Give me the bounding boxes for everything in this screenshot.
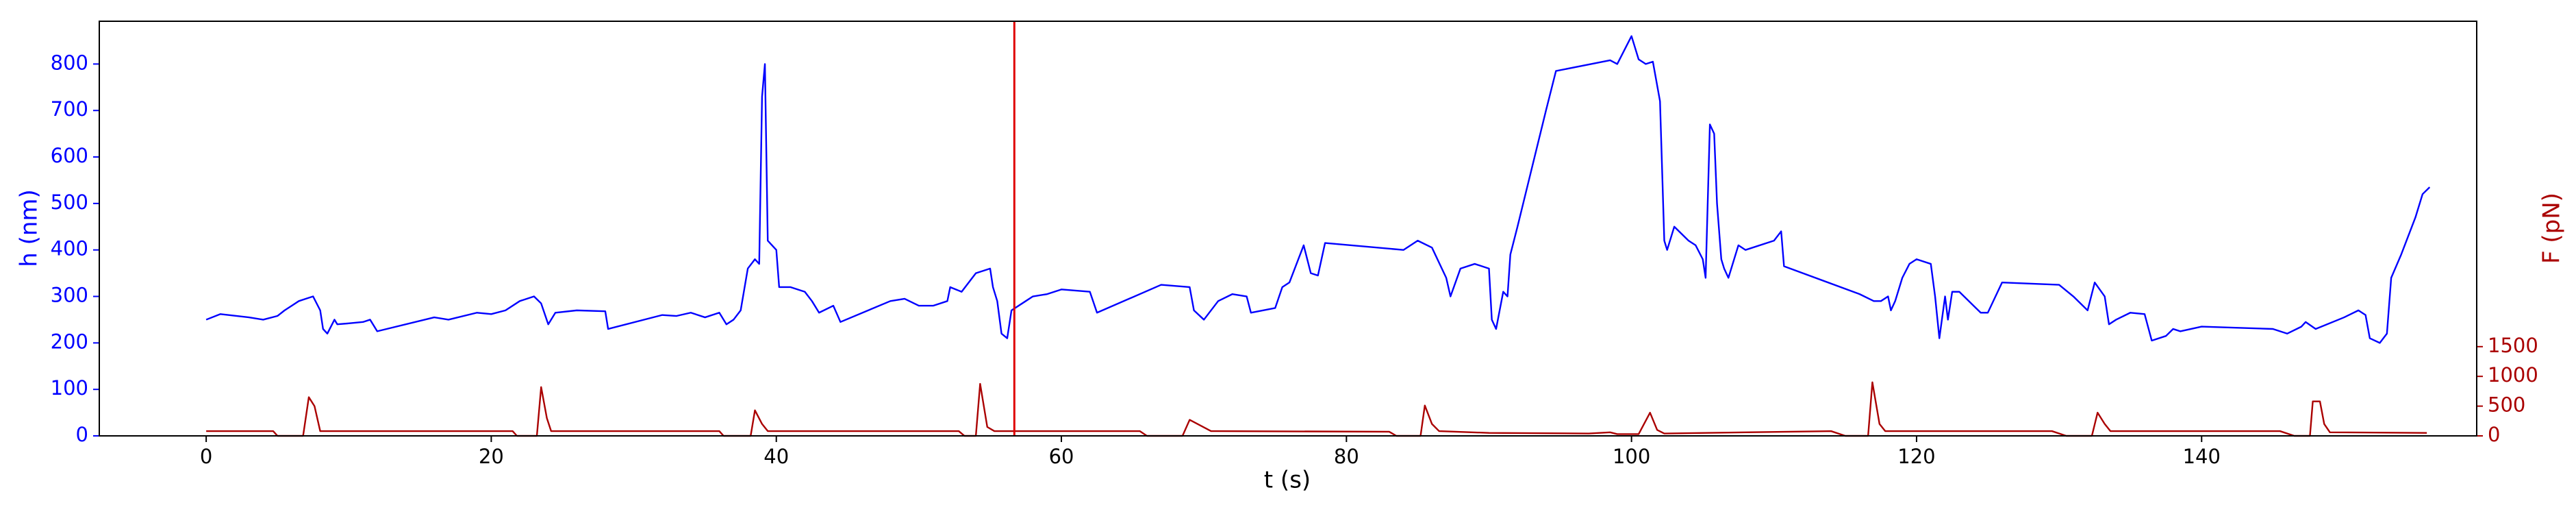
- y2-tick-label: 500: [2488, 393, 2525, 417]
- series-line: [206, 381, 2427, 437]
- x-tick-label: 120: [1897, 445, 1935, 468]
- x-axis-label: t (s): [1264, 467, 1311, 494]
- x-tick-label: 0: [200, 445, 212, 468]
- y-axis-label: h (nm): [16, 189, 43, 267]
- y-tick-label: 800: [51, 51, 88, 74]
- series-line: [205, 35, 2431, 344]
- x-tick-label: 40: [763, 445, 789, 468]
- y-tick-label: 300: [51, 284, 88, 307]
- y-tick-label: 600: [51, 144, 88, 167]
- y-tick-label: 500: [51, 191, 88, 214]
- y-tick-label: 400: [51, 237, 88, 260]
- y-tick-label: 700: [51, 97, 88, 121]
- x-tick-label: 100: [1613, 445, 1650, 468]
- plot-frame: [99, 21, 2477, 437]
- y2-tick-label: 1000: [2488, 363, 2538, 387]
- y-tick-label: 200: [51, 330, 88, 353]
- y-tick-label: 0: [76, 423, 88, 446]
- x-tick-label: 60: [1049, 445, 1074, 468]
- y-tick-label: 100: [51, 376, 88, 400]
- y2-axis-label: F (pN): [2538, 193, 2566, 264]
- x-tick-label: 80: [1334, 445, 1359, 468]
- y2-tick-label: 0: [2488, 423, 2500, 446]
- y2-tick-label: 1500: [2488, 334, 2538, 357]
- x-tick-label: 20: [479, 445, 504, 468]
- x-tick-label: 140: [2183, 445, 2221, 468]
